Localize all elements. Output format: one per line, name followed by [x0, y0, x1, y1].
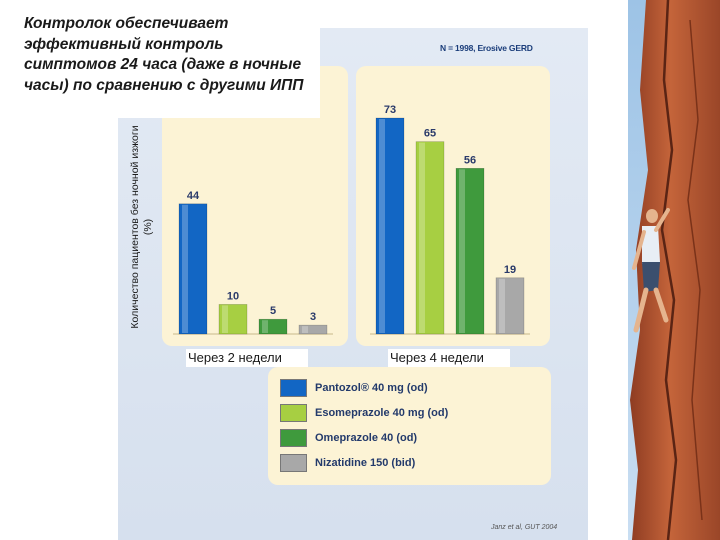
- legend-swatch-pantozol: [280, 379, 307, 397]
- legend-swatch-omeprazole: [280, 429, 307, 447]
- bar-pantozol-4-weeks: [375, 117, 405, 335]
- bar-esomeprazole-2-weeks: [218, 304, 248, 335]
- y-axis-label-container: Количество пациентов без ночной изжоги (…: [126, 118, 158, 336]
- sample-size-annotation: N = 1998, Erosive GERD: [440, 43, 533, 53]
- legend-item-nizatidine: Nizatidine 150 (bid): [280, 454, 415, 472]
- source-citation: Janz et al, GUT 2004: [491, 524, 558, 531]
- bar-highlight: [499, 278, 505, 333]
- bar-highlight: [182, 204, 188, 333]
- bar-highlight: [459, 169, 465, 333]
- bar-nizatidine-4-weeks: [495, 277, 525, 335]
- data-label-nizatidine-4-weeks: 19: [504, 264, 516, 276]
- bar-omeprazole-4-weeks: [455, 168, 485, 335]
- legend-label-nizatidine: Nizatidine 150 (bid): [315, 457, 416, 469]
- data-label-omeprazole-4-weeks: 56: [464, 154, 476, 166]
- legend-item-pantozol: Pantozol® 40 mg (od): [280, 379, 428, 397]
- category-label-2-weeks: Через 2 недели: [186, 349, 308, 367]
- bar-esomeprazole-4-weeks: [415, 141, 445, 335]
- bar-highlight: [262, 320, 268, 333]
- category-label-4-weeks: Через 4 недели: [388, 349, 510, 367]
- bar-highlight: [222, 305, 228, 333]
- data-label-pantozol-4-weeks: 73: [384, 104, 396, 116]
- slide-title: Контролок обеспечивает эффективный контр…: [18, 14, 320, 118]
- y-axis-label: Количество пациентов без ночной изжоги (…: [129, 125, 154, 329]
- climber-photo: [628, 0, 720, 540]
- legend: Pantozol® 40 mg (od) Esomeprazole 40 mg …: [268, 367, 551, 485]
- bar-highlight: [379, 119, 385, 333]
- bar-pantozol-2-weeks: [178, 203, 208, 335]
- legend-swatch-esomeprazole: [280, 404, 307, 422]
- legend-item-omeprazole: Omeprazole 40 (od): [280, 429, 417, 447]
- data-label-esomeprazole-4-weeks: 65: [424, 128, 436, 140]
- legend-swatch-nizatidine: [280, 454, 307, 472]
- legend-label-pantozol: Pantozol® 40 mg (od): [315, 382, 428, 394]
- data-label-esomeprazole-2-weeks: 10: [227, 290, 239, 302]
- legend-item-esomeprazole: Esomeprazole 40 mg (od): [280, 404, 448, 422]
- bar-highlight: [419, 142, 425, 333]
- bar-nizatidine-2-weeks: [298, 324, 328, 335]
- bar-omeprazole-2-weeks: [258, 318, 288, 335]
- legend-label-omeprazole: Omeprazole 40 (od): [315, 432, 418, 444]
- data-label-omeprazole-2-weeks: 5: [270, 305, 276, 317]
- data-label-nizatidine-2-weeks: 3: [310, 311, 316, 323]
- data-label-pantozol-2-weeks: 44: [187, 190, 200, 202]
- legend-label-esomeprazole: Esomeprazole 40 mg (od): [315, 407, 449, 419]
- bar-highlight: [302, 326, 308, 333]
